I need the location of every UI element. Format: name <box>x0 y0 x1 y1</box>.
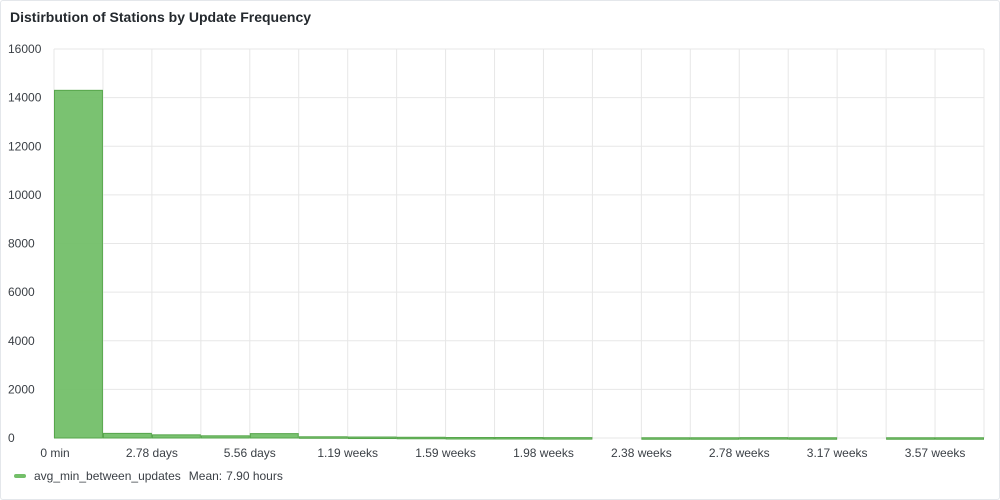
x-axis-ticks: 0 min 2.78 days 5.56 days 1.19 weeks 1.59 we… <box>40 446 965 460</box>
grid-lines <box>53 48 985 439</box>
histogram-bar[interactable] <box>494 437 544 440</box>
histogram-bar[interactable] <box>298 436 348 439</box>
x-tick-label: 5.56 days <box>224 446 276 460</box>
histogram-bar[interactable] <box>102 432 152 439</box>
histogram-bar[interactable] <box>347 436 397 440</box>
histogram-bar[interactable] <box>54 89 103 439</box>
y-tick-label: 16000 <box>8 42 42 56</box>
y-tick-label: 2000 <box>8 382 35 396</box>
legend[interactable]: avg_min_between_updates Mean: 7.90 hours <box>14 469 283 483</box>
legend-swatch <box>14 474 26 478</box>
y-tick-label: 14000 <box>8 91 42 105</box>
histogram-bar[interactable] <box>641 437 691 440</box>
legend-mean-value: 7.90 hours <box>226 469 283 483</box>
histogram-bar[interactable] <box>739 437 789 440</box>
histogram-bar[interactable] <box>690 437 740 440</box>
y-tick-label: 8000 <box>8 237 35 251</box>
y-tick-label: 12000 <box>8 139 42 153</box>
x-tick-label: 2.38 weeks <box>611 446 672 460</box>
x-tick-label: 3.57 weeks <box>905 446 966 460</box>
x-tick-label: 1.98 weeks <box>513 446 574 460</box>
x-tick-label: 1.59 weeks <box>415 446 476 460</box>
histogram-bar[interactable] <box>396 436 446 440</box>
y-axis-ticks: 0 2000 4000 6000 8000 10000 12000 14000 16000 <box>8 42 42 445</box>
y-tick-label: 10000 <box>8 188 42 202</box>
y-tick-label: 0 <box>8 431 15 445</box>
histogram-bar[interactable] <box>200 435 250 439</box>
legend-series-name: avg_min_between_updates <box>34 469 181 483</box>
histogram-bar[interactable] <box>788 437 838 440</box>
histogram-bar[interactable] <box>445 437 495 440</box>
x-tick-label: 2.78 days <box>126 446 178 460</box>
x-tick-label: 2.78 weeks <box>709 446 770 460</box>
histogram-bars <box>54 89 984 440</box>
y-tick-label: 6000 <box>8 285 35 299</box>
histogram-bar[interactable] <box>151 434 201 439</box>
y-tick-label: 4000 <box>8 334 35 348</box>
x-tick-label: 1.19 weeks <box>317 446 378 460</box>
histogram-bar[interactable] <box>935 437 984 440</box>
histogram-bar[interactable] <box>249 433 299 439</box>
x-tick-label: 3.17 weeks <box>807 446 868 460</box>
x-tick-label: 0 min <box>40 446 69 460</box>
legend-mean-label: Mean: <box>188 469 223 483</box>
histogram-bar[interactable] <box>886 437 936 440</box>
histogram-bar[interactable] <box>543 437 593 440</box>
panel-title: Distirbution of Stations by Update Frequ… <box>10 9 312 25</box>
